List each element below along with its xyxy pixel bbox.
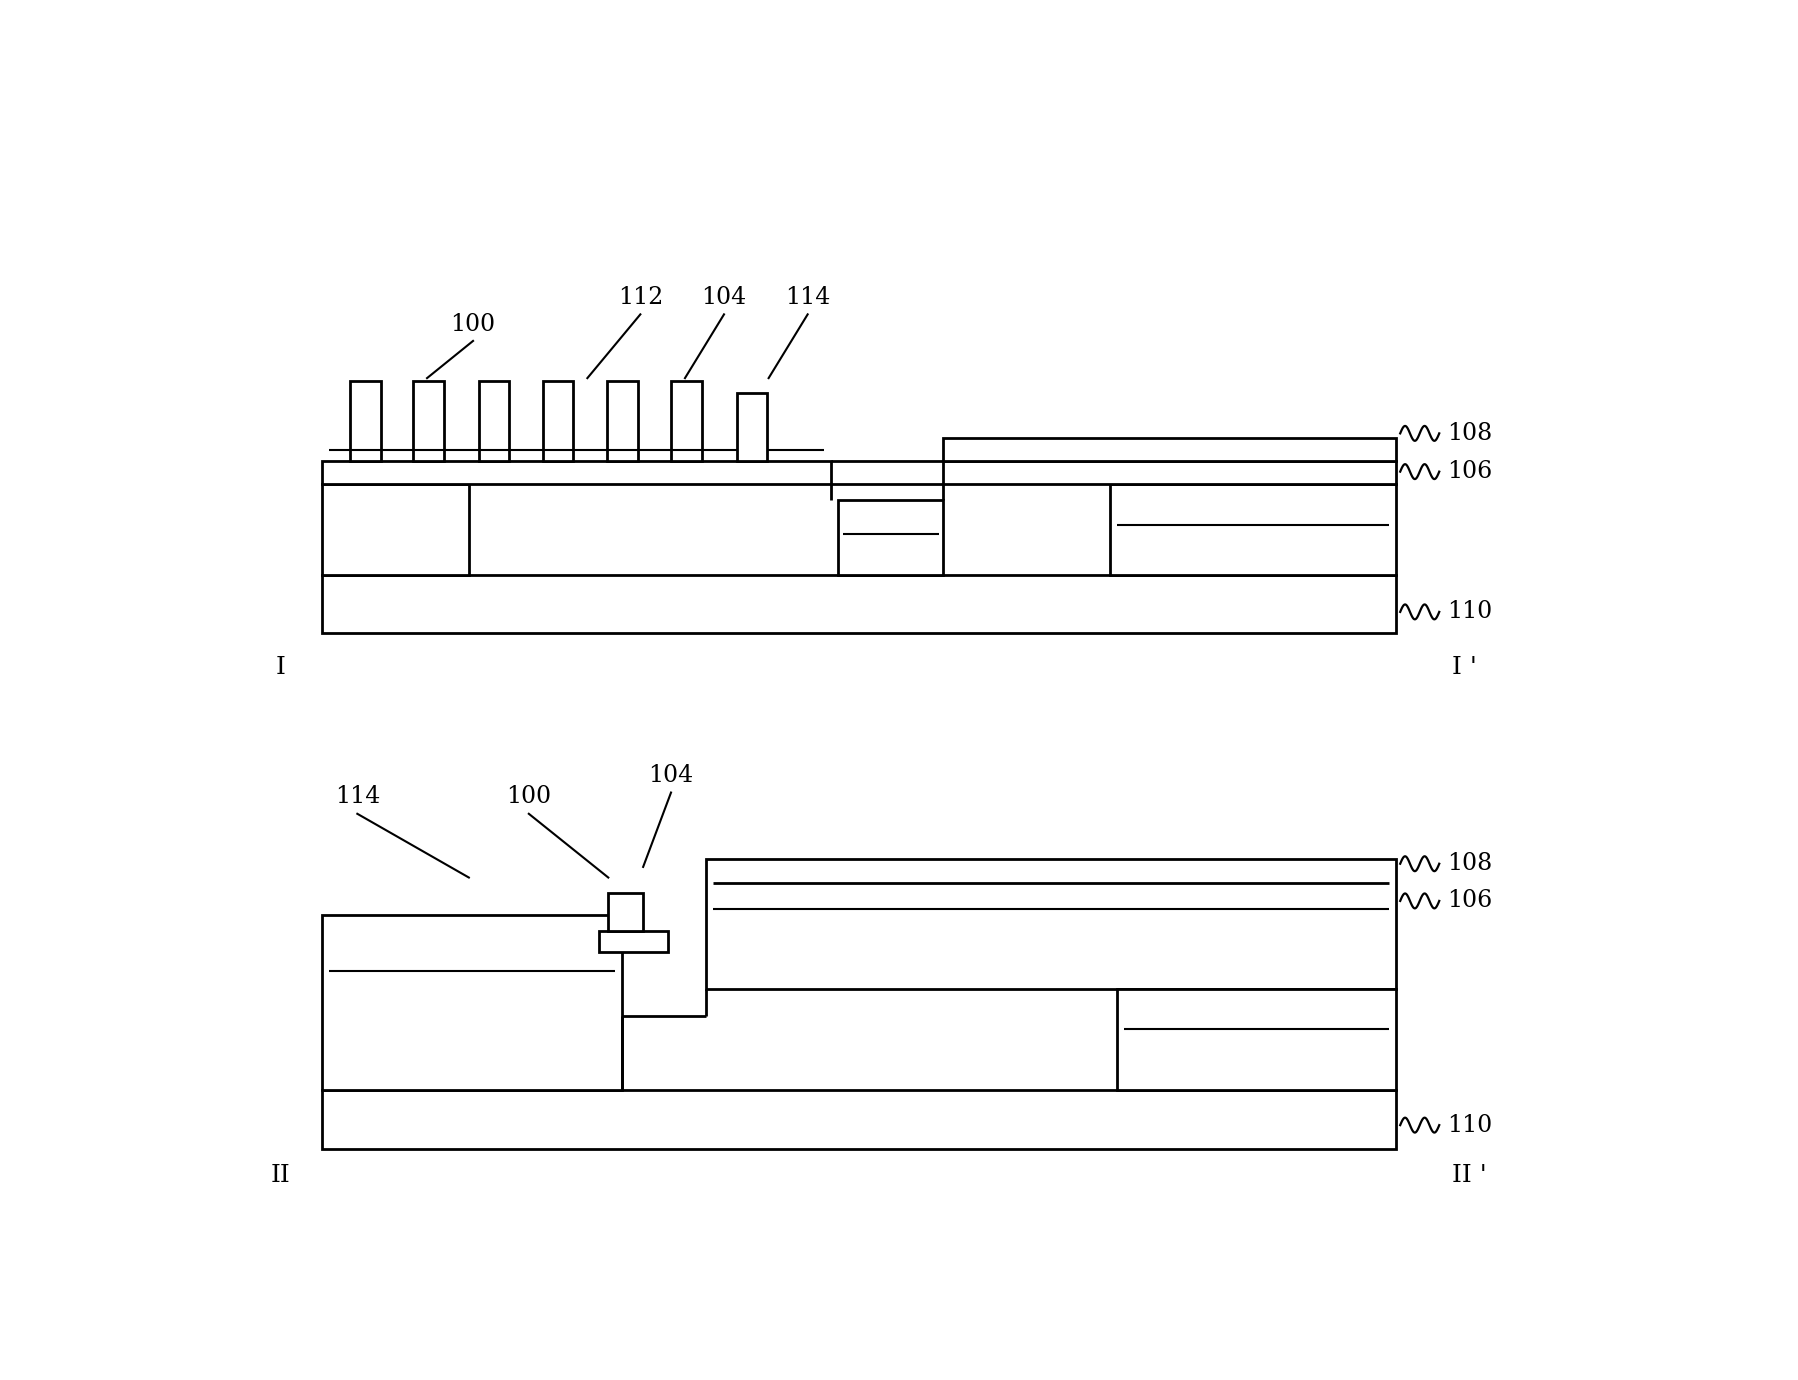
Bar [735, 393, 766, 461]
Bar [705, 860, 1395, 989]
Text: I ': I ' [1451, 656, 1476, 679]
Bar [322, 574, 1395, 633]
Text: 112: 112 [617, 286, 663, 309]
Text: 114: 114 [784, 286, 831, 309]
Text: 108: 108 [1447, 422, 1492, 444]
Bar [543, 381, 574, 461]
Text: 104: 104 [701, 286, 746, 309]
Bar [838, 501, 942, 574]
Text: 108: 108 [1447, 853, 1492, 875]
Bar [599, 930, 667, 952]
Bar [322, 461, 831, 484]
Bar [478, 381, 509, 461]
Text: 110: 110 [1447, 600, 1492, 624]
Bar [606, 381, 636, 461]
Bar [671, 381, 701, 461]
Bar [322, 915, 622, 1090]
Bar [351, 381, 381, 461]
Bar [322, 484, 469, 574]
Text: 104: 104 [647, 765, 694, 787]
Text: II: II [271, 1163, 289, 1187]
Text: 100: 100 [505, 785, 550, 809]
Text: 100: 100 [450, 313, 494, 335]
Text: 106: 106 [1447, 890, 1492, 912]
Bar [414, 381, 444, 461]
Bar [1117, 989, 1395, 1090]
Bar [942, 461, 1395, 484]
Bar [942, 437, 1395, 461]
Bar [1109, 484, 1395, 574]
Text: II ': II ' [1451, 1163, 1485, 1187]
Bar [608, 893, 644, 930]
Text: I: I [275, 656, 286, 679]
Text: 110: 110 [1447, 1114, 1492, 1137]
Bar [322, 1090, 1395, 1148]
Text: 106: 106 [1447, 460, 1492, 483]
Text: 114: 114 [334, 785, 379, 809]
